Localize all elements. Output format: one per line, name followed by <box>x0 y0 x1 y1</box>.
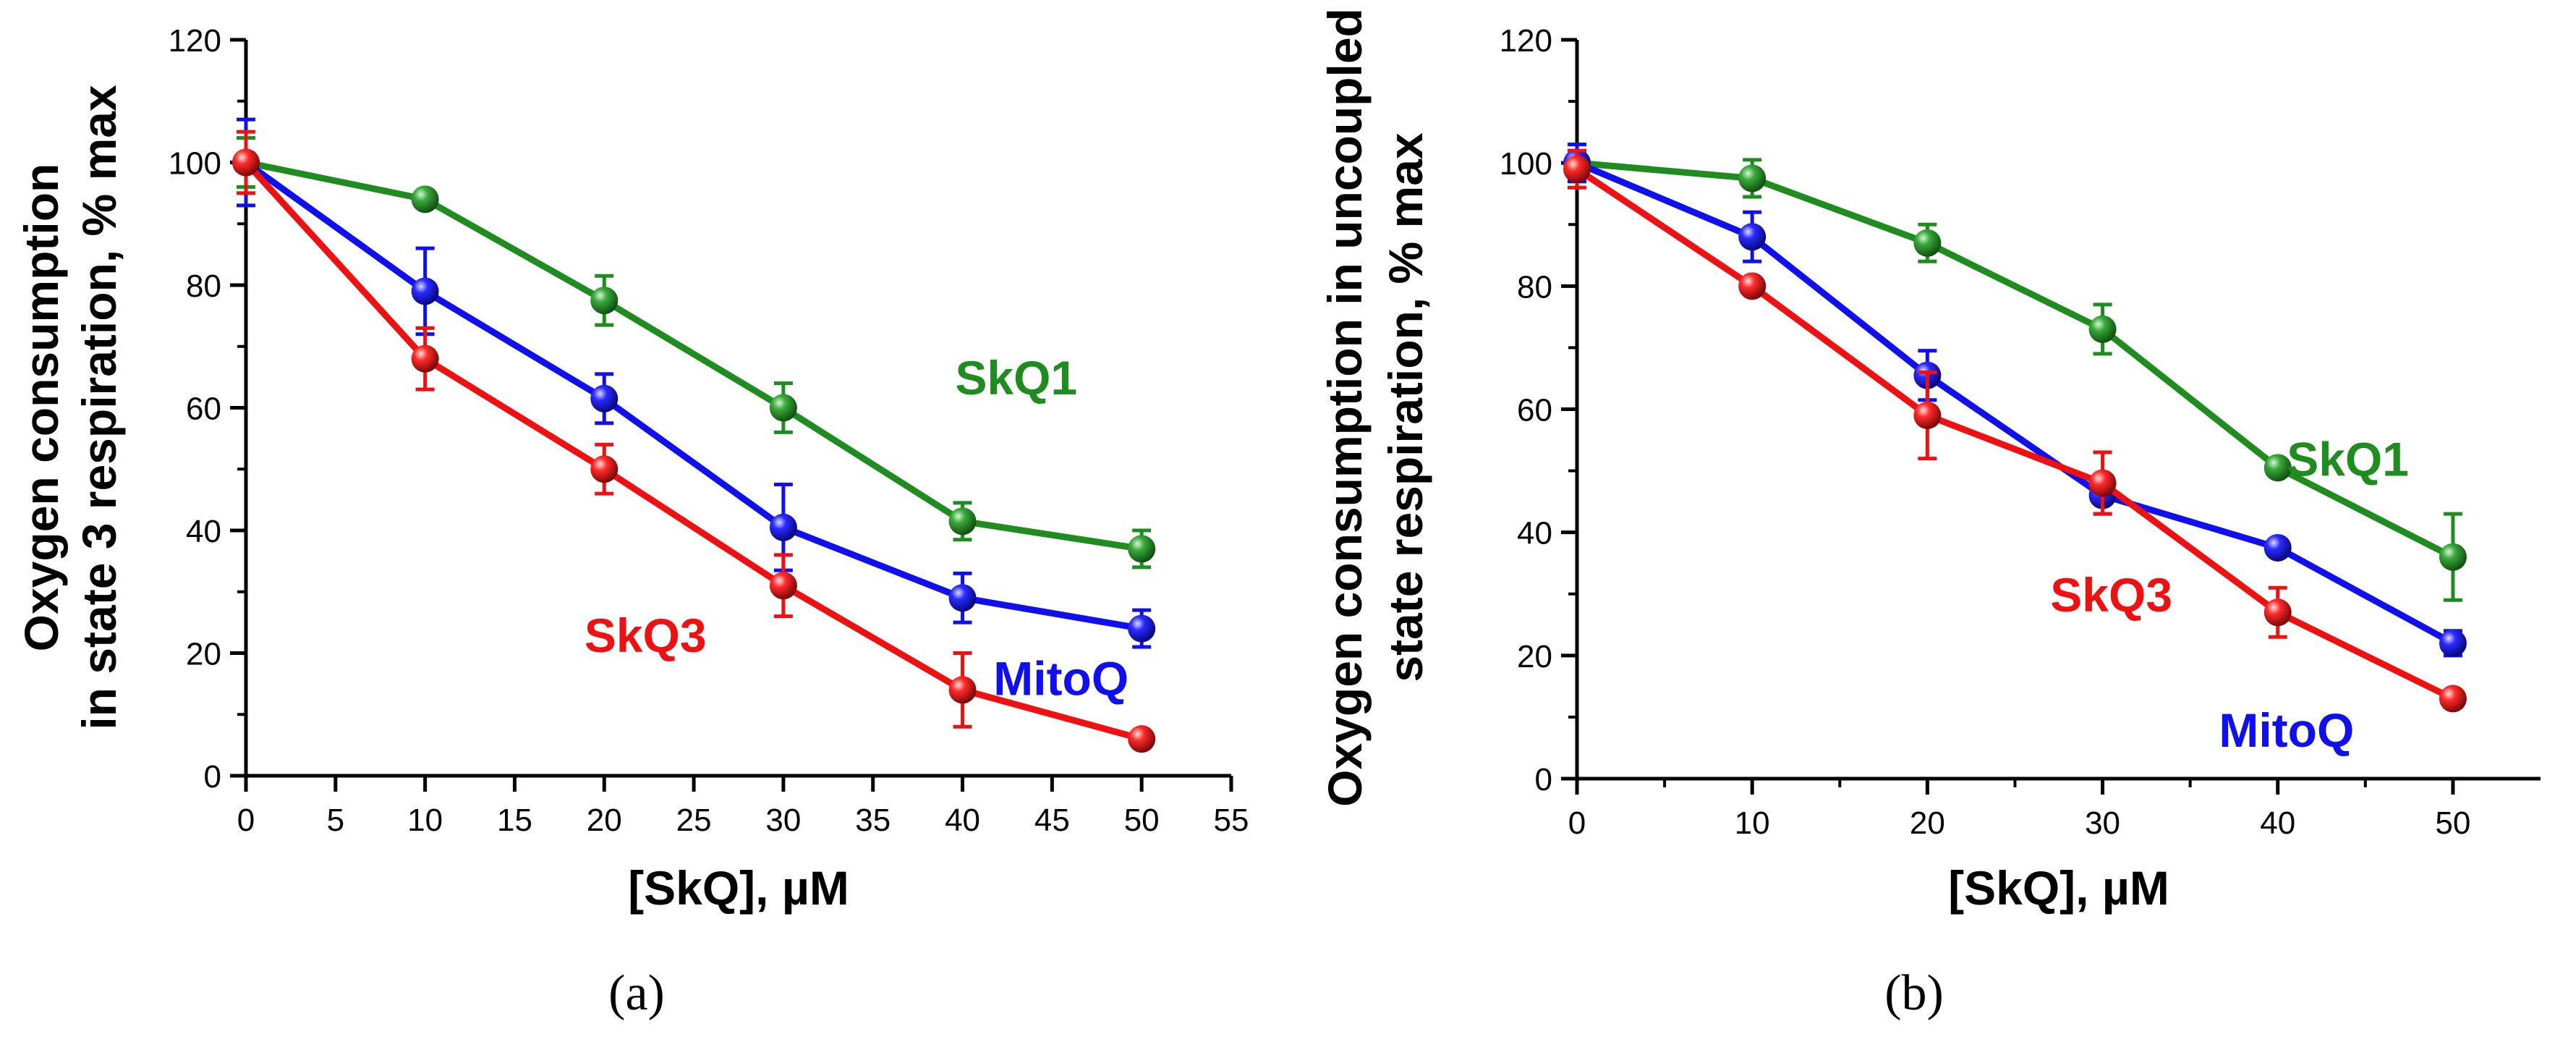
x-axis-title: [SkQ], µM <box>1948 861 2169 915</box>
y-axis-title-line-1: Oxygen consumption in uncoupled <box>1318 8 1372 807</box>
data-point <box>590 287 619 315</box>
y-tick-label: 20 <box>186 637 221 672</box>
series-line <box>1576 160 2455 646</box>
data-point <box>2088 469 2117 497</box>
y-tick-label: 40 <box>1517 516 1552 551</box>
y-tick-label: 80 <box>186 268 221 304</box>
x-tick-label: 30 <box>765 803 801 838</box>
x-tick-label: 0 <box>1568 805 1586 841</box>
data-point <box>1913 229 1942 257</box>
x-tick-label: 10 <box>407 803 443 838</box>
data-point <box>1128 725 1156 753</box>
series-label-skq3: SkQ3 <box>2050 568 2172 622</box>
data-point <box>948 676 977 704</box>
x-tick-label: 10 <box>1735 805 1770 841</box>
x-tick-label: 0 <box>237 803 255 838</box>
x-tick-label: 35 <box>855 803 890 838</box>
x-tick-label: 25 <box>676 803 712 838</box>
x-tick-label: 50 <box>2435 805 2470 841</box>
series-label-skq1: SkQ1 <box>955 351 1077 405</box>
x-tick-label: 40 <box>945 803 980 838</box>
y-tick-label: 60 <box>1517 393 1552 428</box>
x-tick-label: 20 <box>587 803 622 838</box>
series-label-skq3: SkQ3 <box>585 609 707 662</box>
y-axis-title-line-2: state respiration, % max <box>1379 132 1432 682</box>
x-tick-label: 20 <box>1910 805 1945 841</box>
series-skq3 <box>1563 148 2467 713</box>
y-tick-label: 0 <box>204 759 221 795</box>
data-point <box>1738 272 1767 300</box>
y-tick-label: 80 <box>1517 269 1552 305</box>
data-point <box>1563 155 1591 183</box>
series-line <box>1575 166 2454 702</box>
chart-a-axes: 0 5 10 15 20 25 30 35 40 45 50 55 0 20 40 60 80 100 120 <box>169 23 1249 838</box>
data-point <box>2439 685 2467 713</box>
x-tick-label: 15 <box>497 803 532 838</box>
chart-a-series <box>232 117 1156 753</box>
data-point <box>948 584 977 612</box>
data-point <box>1128 535 1156 563</box>
chart-b-labels: SkQ1 MitoQ SkQ3 <box>2050 433 2409 757</box>
data-point <box>1738 164 1767 192</box>
x-tick-label: 50 <box>1124 803 1160 838</box>
x-axis-title: [SkQ], µM <box>628 861 849 915</box>
data-point <box>2088 315 2117 343</box>
y-axis-title-line-2: in state 3 respiration, % max <box>72 85 126 730</box>
series-mitoq <box>232 117 1156 649</box>
data-point <box>769 513 797 541</box>
data-point <box>948 507 977 536</box>
chart-a: 0 5 10 15 20 25 30 35 40 45 50 55 0 20 40 60 80 100 120 Sk… <box>14 23 1249 1021</box>
data-point <box>2439 543 2467 571</box>
series-skq3 <box>232 130 1156 753</box>
panel-label: (a) <box>608 965 665 1021</box>
y-axis-title-line-1: Oxygen consumption <box>14 164 68 652</box>
y-tick-label: 20 <box>1517 639 1552 674</box>
data-point <box>1128 614 1156 643</box>
x-tick-label: 40 <box>2260 805 2295 841</box>
data-point <box>769 572 797 600</box>
x-tick-label: 30 <box>2085 805 2120 841</box>
series-label-mitoq: MitoQ <box>2219 703 2354 757</box>
data-point <box>590 455 619 483</box>
data-point <box>2263 454 2292 482</box>
series-line <box>243 160 1143 742</box>
series-mitoq <box>1563 143 2467 658</box>
series-label-skq1: SkQ1 <box>2287 433 2409 486</box>
data-point <box>1738 223 1767 251</box>
data-point <box>411 277 439 305</box>
data-point <box>411 344 439 373</box>
data-point <box>232 148 260 177</box>
y-tick-label: 100 <box>169 146 221 182</box>
y-tick-label: 100 <box>1500 146 1552 182</box>
data-point <box>1913 402 1942 430</box>
data-point <box>2263 598 2292 627</box>
data-point <box>2263 533 2292 562</box>
y-tick-label: 120 <box>1500 23 1552 59</box>
data-point <box>2439 629 2467 657</box>
chart-b: 0 10 20 30 40 50 0 20 40 60 80 100 120 SkQ1 MitoQ Sk… <box>1318 8 2541 1021</box>
x-tick-label: 55 <box>1214 803 1249 838</box>
y-tick-label: 60 <box>186 391 221 427</box>
panel-label: (b) <box>1884 965 1944 1021</box>
x-tick-label: 5 <box>327 803 344 838</box>
series-line <box>244 159 1142 632</box>
series-line <box>1576 159 2454 560</box>
series-label-mitoq: MitoQ <box>993 651 1128 705</box>
x-tick-label: 45 <box>1034 803 1070 838</box>
y-tick-label: 0 <box>1535 762 1552 797</box>
y-tick-label: 40 <box>186 514 221 549</box>
data-point <box>769 394 797 422</box>
chart-b-axes: 0 10 20 30 40 50 0 20 40 60 80 100 120 <box>1500 23 2541 841</box>
chart-b-series <box>1563 143 2467 713</box>
chart-a-labels: SkQ1 MitoQ SkQ3 <box>585 351 1128 705</box>
data-point <box>411 185 439 213</box>
y-tick-label: 120 <box>169 23 221 59</box>
data-point <box>590 384 619 412</box>
series-line <box>245 159 1142 552</box>
